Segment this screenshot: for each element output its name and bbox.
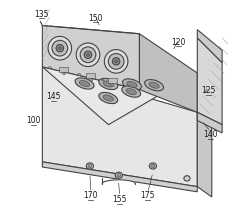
Polygon shape xyxy=(42,67,197,187)
Ellipse shape xyxy=(145,80,164,91)
Ellipse shape xyxy=(78,73,81,75)
Polygon shape xyxy=(102,180,135,207)
Ellipse shape xyxy=(149,82,159,88)
Polygon shape xyxy=(197,38,222,125)
Text: 150: 150 xyxy=(88,14,102,23)
Polygon shape xyxy=(42,162,197,192)
Circle shape xyxy=(48,36,72,60)
Ellipse shape xyxy=(88,164,92,168)
Ellipse shape xyxy=(122,79,142,90)
Ellipse shape xyxy=(86,163,94,169)
Polygon shape xyxy=(108,78,117,83)
Polygon shape xyxy=(197,112,212,197)
Ellipse shape xyxy=(103,95,114,101)
Circle shape xyxy=(115,60,117,63)
Text: 100: 100 xyxy=(26,116,40,125)
Ellipse shape xyxy=(127,81,137,88)
Ellipse shape xyxy=(99,78,118,90)
Ellipse shape xyxy=(115,172,122,178)
Ellipse shape xyxy=(149,163,156,169)
Circle shape xyxy=(76,43,100,67)
Circle shape xyxy=(104,50,128,73)
Ellipse shape xyxy=(79,80,90,87)
Text: 125: 125 xyxy=(202,86,216,95)
Ellipse shape xyxy=(122,86,141,97)
Circle shape xyxy=(80,47,96,63)
Circle shape xyxy=(112,58,120,65)
Ellipse shape xyxy=(89,79,93,81)
Ellipse shape xyxy=(130,86,133,88)
Text: 135: 135 xyxy=(34,10,48,19)
Polygon shape xyxy=(86,73,96,78)
Ellipse shape xyxy=(49,67,51,68)
Polygon shape xyxy=(42,67,197,125)
Text: 170: 170 xyxy=(84,191,98,201)
Ellipse shape xyxy=(126,89,136,95)
Ellipse shape xyxy=(62,72,66,75)
Ellipse shape xyxy=(99,92,118,104)
Polygon shape xyxy=(197,112,222,133)
Ellipse shape xyxy=(101,79,104,81)
Text: 140: 140 xyxy=(204,130,218,140)
Circle shape xyxy=(52,40,68,56)
Text: 175: 175 xyxy=(140,191,155,201)
Polygon shape xyxy=(42,26,140,89)
Circle shape xyxy=(84,51,92,58)
Circle shape xyxy=(56,45,64,52)
Ellipse shape xyxy=(117,174,121,177)
Text: 145: 145 xyxy=(46,92,61,101)
Ellipse shape xyxy=(103,81,114,87)
Text: 155: 155 xyxy=(112,195,127,204)
Ellipse shape xyxy=(151,164,155,168)
Ellipse shape xyxy=(184,176,190,181)
Ellipse shape xyxy=(110,84,114,86)
Text: 120: 120 xyxy=(172,37,186,47)
Circle shape xyxy=(58,47,61,50)
Ellipse shape xyxy=(75,78,94,89)
Circle shape xyxy=(86,53,90,56)
Polygon shape xyxy=(59,67,68,72)
Circle shape xyxy=(108,53,124,69)
Polygon shape xyxy=(197,30,222,63)
Polygon shape xyxy=(140,34,197,112)
